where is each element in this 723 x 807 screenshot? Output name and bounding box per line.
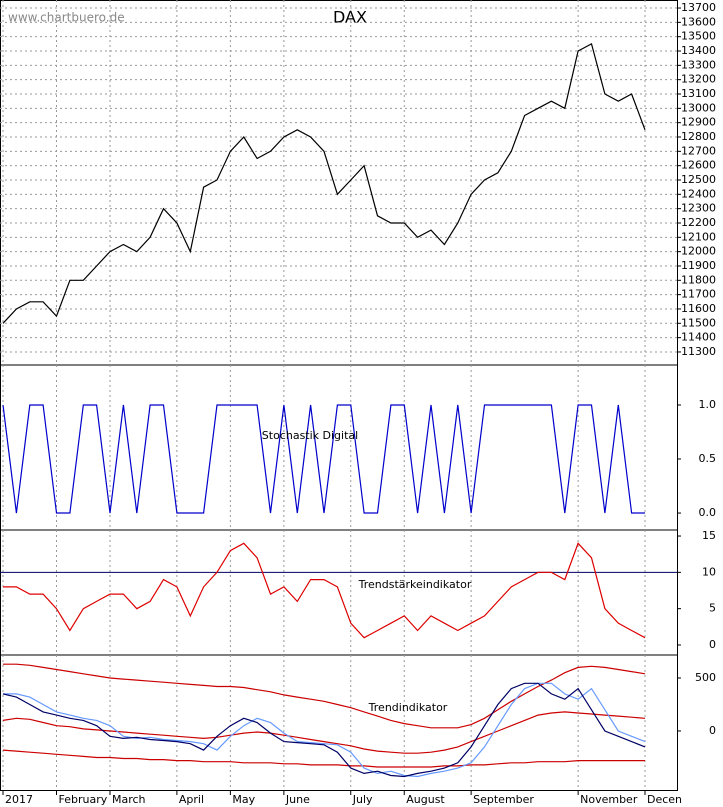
y-tick-label: 12900: [681, 116, 716, 129]
x-tick-label: July: [352, 793, 373, 806]
data-line: [3, 663, 646, 729]
y-tick-label: 11500: [681, 316, 716, 329]
y-tick-label: 11600: [681, 302, 716, 315]
x-tick-label: September: [473, 793, 534, 806]
y-tick-label: 12700: [681, 144, 716, 157]
y-tick-label: 12400: [681, 187, 716, 200]
y-tick-label: 5: [709, 602, 716, 615]
y-tick-label: 11700: [681, 288, 716, 301]
data-line: [3, 542, 646, 639]
y-tick-label: 15: [702, 529, 716, 542]
x-tick-label: August: [406, 793, 445, 806]
y-tick-label: 0: [709, 638, 716, 651]
y-tick-label: 11400: [681, 331, 716, 344]
y-tick-label: 0: [709, 724, 716, 737]
x-tick-label: February: [59, 793, 108, 806]
x-tick-label: April: [179, 793, 204, 806]
y-tick-label: 13100: [681, 87, 716, 100]
x-tick-label: November: [580, 793, 638, 806]
data-line: [2, 404, 645, 514]
plot-frame: [0, 0, 678, 791]
y-tick-label: 13200: [681, 73, 716, 86]
y-tick-label: 11800: [681, 273, 716, 286]
y-tick-label: 13600: [681, 15, 716, 28]
y-tick-label: 11900: [681, 259, 716, 272]
x-tick-label: Decen: [647, 793, 682, 806]
panel-title: Trendindikator: [368, 701, 448, 714]
y-tick-label: 13500: [681, 30, 716, 43]
data-line: [2, 711, 646, 754]
panel-title: Stochastik Digital: [262, 429, 358, 442]
y-tick-label: 12500: [681, 173, 716, 186]
y-tick-label: 10: [702, 565, 716, 578]
y-tick-label: 0.5: [699, 452, 717, 465]
data-line: [2, 749, 645, 768]
panel-title: Trendstärkeindikator: [358, 578, 472, 591]
y-tick-label: 13400: [681, 44, 716, 57]
y-tick-label: 12300: [681, 202, 716, 215]
x-tick-label: 2017: [5, 793, 33, 806]
y-tick-label: 0.0: [699, 506, 717, 519]
y-tick-label: 13300: [681, 58, 716, 71]
y-tick-label: 12800: [681, 130, 716, 143]
y-tick-label: 12000: [681, 245, 716, 258]
chart-title: DAX: [333, 8, 367, 27]
x-tick-label: March: [112, 793, 146, 806]
y-tick-label: 12100: [681, 230, 716, 243]
data-line: [2, 682, 646, 778]
x-tick-label: June: [285, 793, 310, 806]
y-tick-label: 500: [695, 671, 716, 684]
x-tick-label: May: [232, 793, 255, 806]
y-tick-label: 13000: [681, 101, 716, 114]
data-line: [2, 43, 646, 324]
y-tick-label: 13700: [681, 1, 716, 14]
y-tick-label: 12200: [681, 216, 716, 229]
y-tick-label: 12600: [681, 159, 716, 172]
y-tick-label: 11300: [681, 345, 716, 358]
y-tick-label: 1.0: [699, 398, 717, 411]
watermark: www.chartbuero.de: [8, 11, 125, 25]
